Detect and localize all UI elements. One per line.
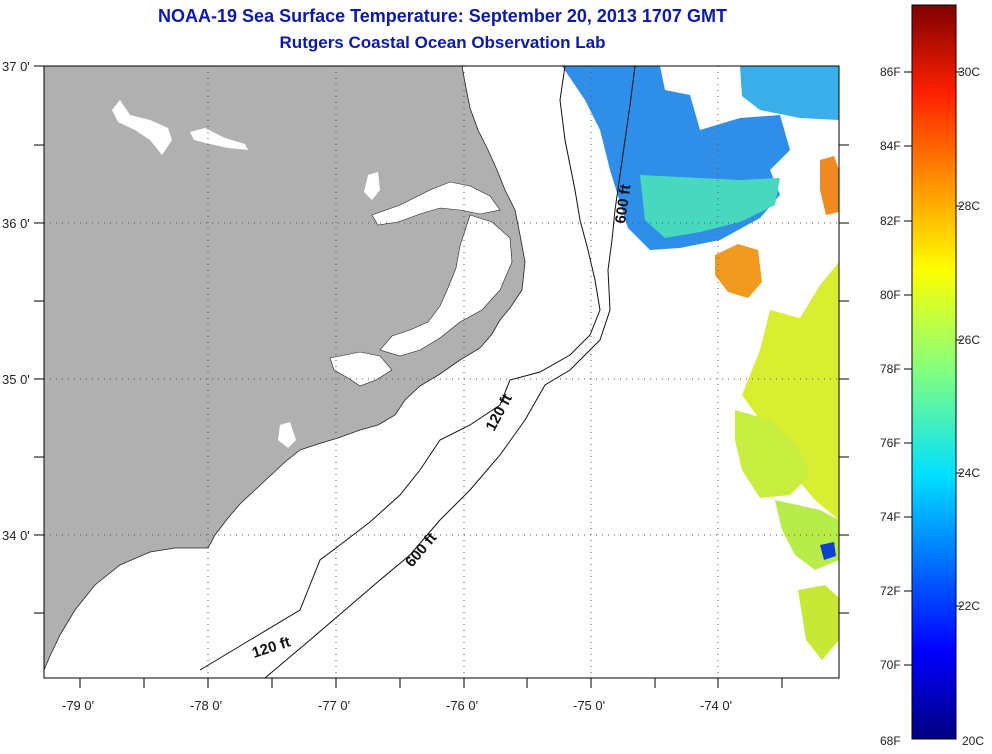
sst-patch-orange-2 xyxy=(820,156,839,215)
neuse-river xyxy=(329,351,393,387)
graticule xyxy=(44,66,839,678)
map-title: NOAA-19 Sea Surface Temperature: Septemb… xyxy=(158,6,727,26)
cb-f-70: 70F xyxy=(880,658,901,672)
cb-f-74: 74F xyxy=(880,510,901,524)
lon-label-74: -74 0' xyxy=(700,698,732,713)
contour-600ft xyxy=(264,66,636,678)
lon-label-75: -75 0' xyxy=(573,698,605,713)
cb-c-20: 20C xyxy=(962,734,984,748)
inland-lake-4 xyxy=(278,422,296,448)
cb-f-72: 72F xyxy=(880,584,901,598)
cb-c-30: 30C xyxy=(958,65,980,79)
inland-lake-3 xyxy=(364,172,380,200)
inland-lake-2 xyxy=(190,128,248,150)
lat-label-36: 36 0' xyxy=(2,216,30,231)
lon-label-77: -77 0' xyxy=(318,698,350,713)
sst-patch-north-2 xyxy=(740,66,839,120)
cb-c-24: 24C xyxy=(958,466,980,480)
pamlico-sound xyxy=(379,214,513,357)
albemarle-sound xyxy=(371,181,501,226)
sst-patch-south xyxy=(798,585,839,660)
cb-f-78: 78F xyxy=(880,362,901,376)
cb-f-86: 86F xyxy=(880,65,901,79)
sst-patch-orange xyxy=(715,244,762,298)
cb-f-76: 76F xyxy=(880,436,901,450)
sst-patch-yellow-2 xyxy=(735,410,810,498)
sst-patch-yellow xyxy=(742,262,839,520)
cb-c-22: 22C xyxy=(958,599,980,613)
lon-label-78: -78 0' xyxy=(190,698,222,713)
contour-label-600ft-a: 600 ft xyxy=(612,183,634,224)
cb-c-26: 26C xyxy=(958,333,980,347)
sst-patch-blue-spot xyxy=(820,542,836,560)
cb-f-68: 68F xyxy=(880,734,901,748)
cb-c-28: 28C xyxy=(958,199,980,213)
cb-f-82: 82F xyxy=(880,214,901,228)
lon-label-79: -79 0' xyxy=(62,698,94,713)
lat-label-37: 37 0' xyxy=(2,59,30,74)
colorbar xyxy=(911,4,957,740)
lat-label-34: 34 0' xyxy=(2,528,30,543)
map-subtitle: Rutgers Coastal Ocean Observation Lab xyxy=(279,33,606,52)
lat-label-35: 35 0' xyxy=(2,372,30,387)
cb-f-84: 84F xyxy=(880,139,901,153)
map-frame xyxy=(43,65,840,679)
cb-f-80: 80F xyxy=(880,288,901,302)
lon-label-76: -76 0' xyxy=(446,698,478,713)
contour-120ft xyxy=(199,66,601,671)
inland-lake xyxy=(112,100,172,155)
sst-patch-green xyxy=(640,175,780,238)
